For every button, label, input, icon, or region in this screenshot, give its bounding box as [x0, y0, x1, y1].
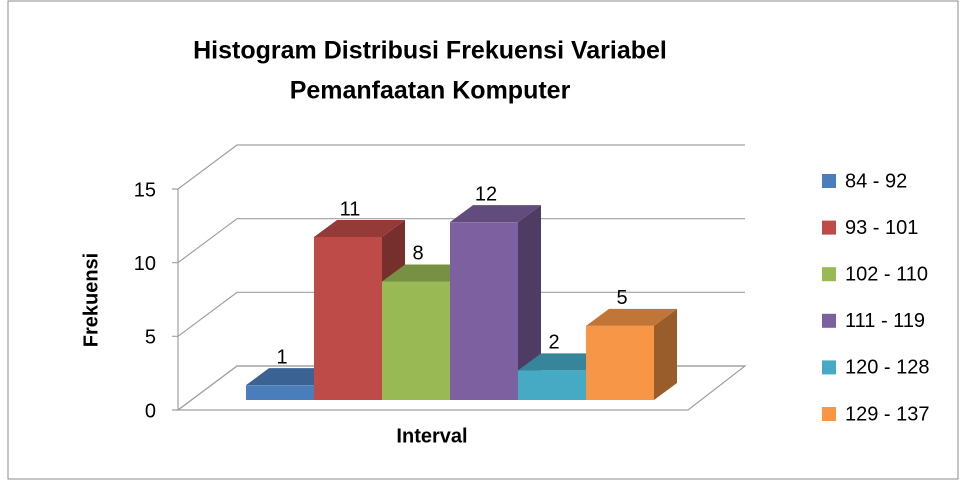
y-tick-label: 15: [134, 179, 156, 201]
y-tick-label: 10: [134, 253, 156, 275]
legend-swatch: [822, 220, 836, 235]
data-label: 2: [548, 332, 559, 354]
bar-side: [518, 205, 541, 400]
legend-label: 102 - 110: [845, 263, 928, 285]
bar: [450, 222, 518, 400]
x-axis-label: Interval: [396, 425, 467, 447]
bar: [518, 370, 586, 400]
data-label: 11: [340, 198, 361, 220]
legend-swatch: [822, 360, 836, 375]
legend-swatch: [822, 313, 836, 328]
legend-swatch: [822, 407, 836, 421]
legend-swatch: [822, 174, 836, 188]
bar: [586, 325, 654, 400]
grid-line: [172, 144, 745, 190]
bar: [246, 385, 314, 400]
chart-title: Histogram Distribusi Frekuensi Variabel: [193, 37, 667, 65]
y-tick-label: 5: [145, 327, 156, 349]
bar-top: [450, 205, 541, 223]
y-tick-label: 0: [145, 400, 156, 422]
legend-label: 129 - 137: [845, 403, 930, 425]
legend-swatch: [822, 267, 836, 282]
chart-subtitle: Pemanfaatan Komputer: [290, 77, 571, 105]
bar-top: [314, 220, 405, 237]
data-label: 1: [276, 346, 287, 368]
legend-label: 84 - 92: [845, 170, 907, 192]
data-label: 12: [475, 183, 497, 205]
data-label: 5: [616, 287, 627, 309]
bar-top: [586, 308, 677, 326]
bar-side: [654, 308, 677, 400]
chart-border: [7, 0, 959, 480]
legend-label: 111 - 119: [845, 310, 925, 332]
bar: [382, 281, 450, 400]
data-label: 8: [412, 243, 423, 265]
y-axis-label: Frekuensi: [80, 253, 102, 347]
legend-label: 93 - 101: [845, 217, 918, 239]
bar: [314, 237, 382, 400]
legend-label: 120 - 128: [845, 357, 930, 379]
